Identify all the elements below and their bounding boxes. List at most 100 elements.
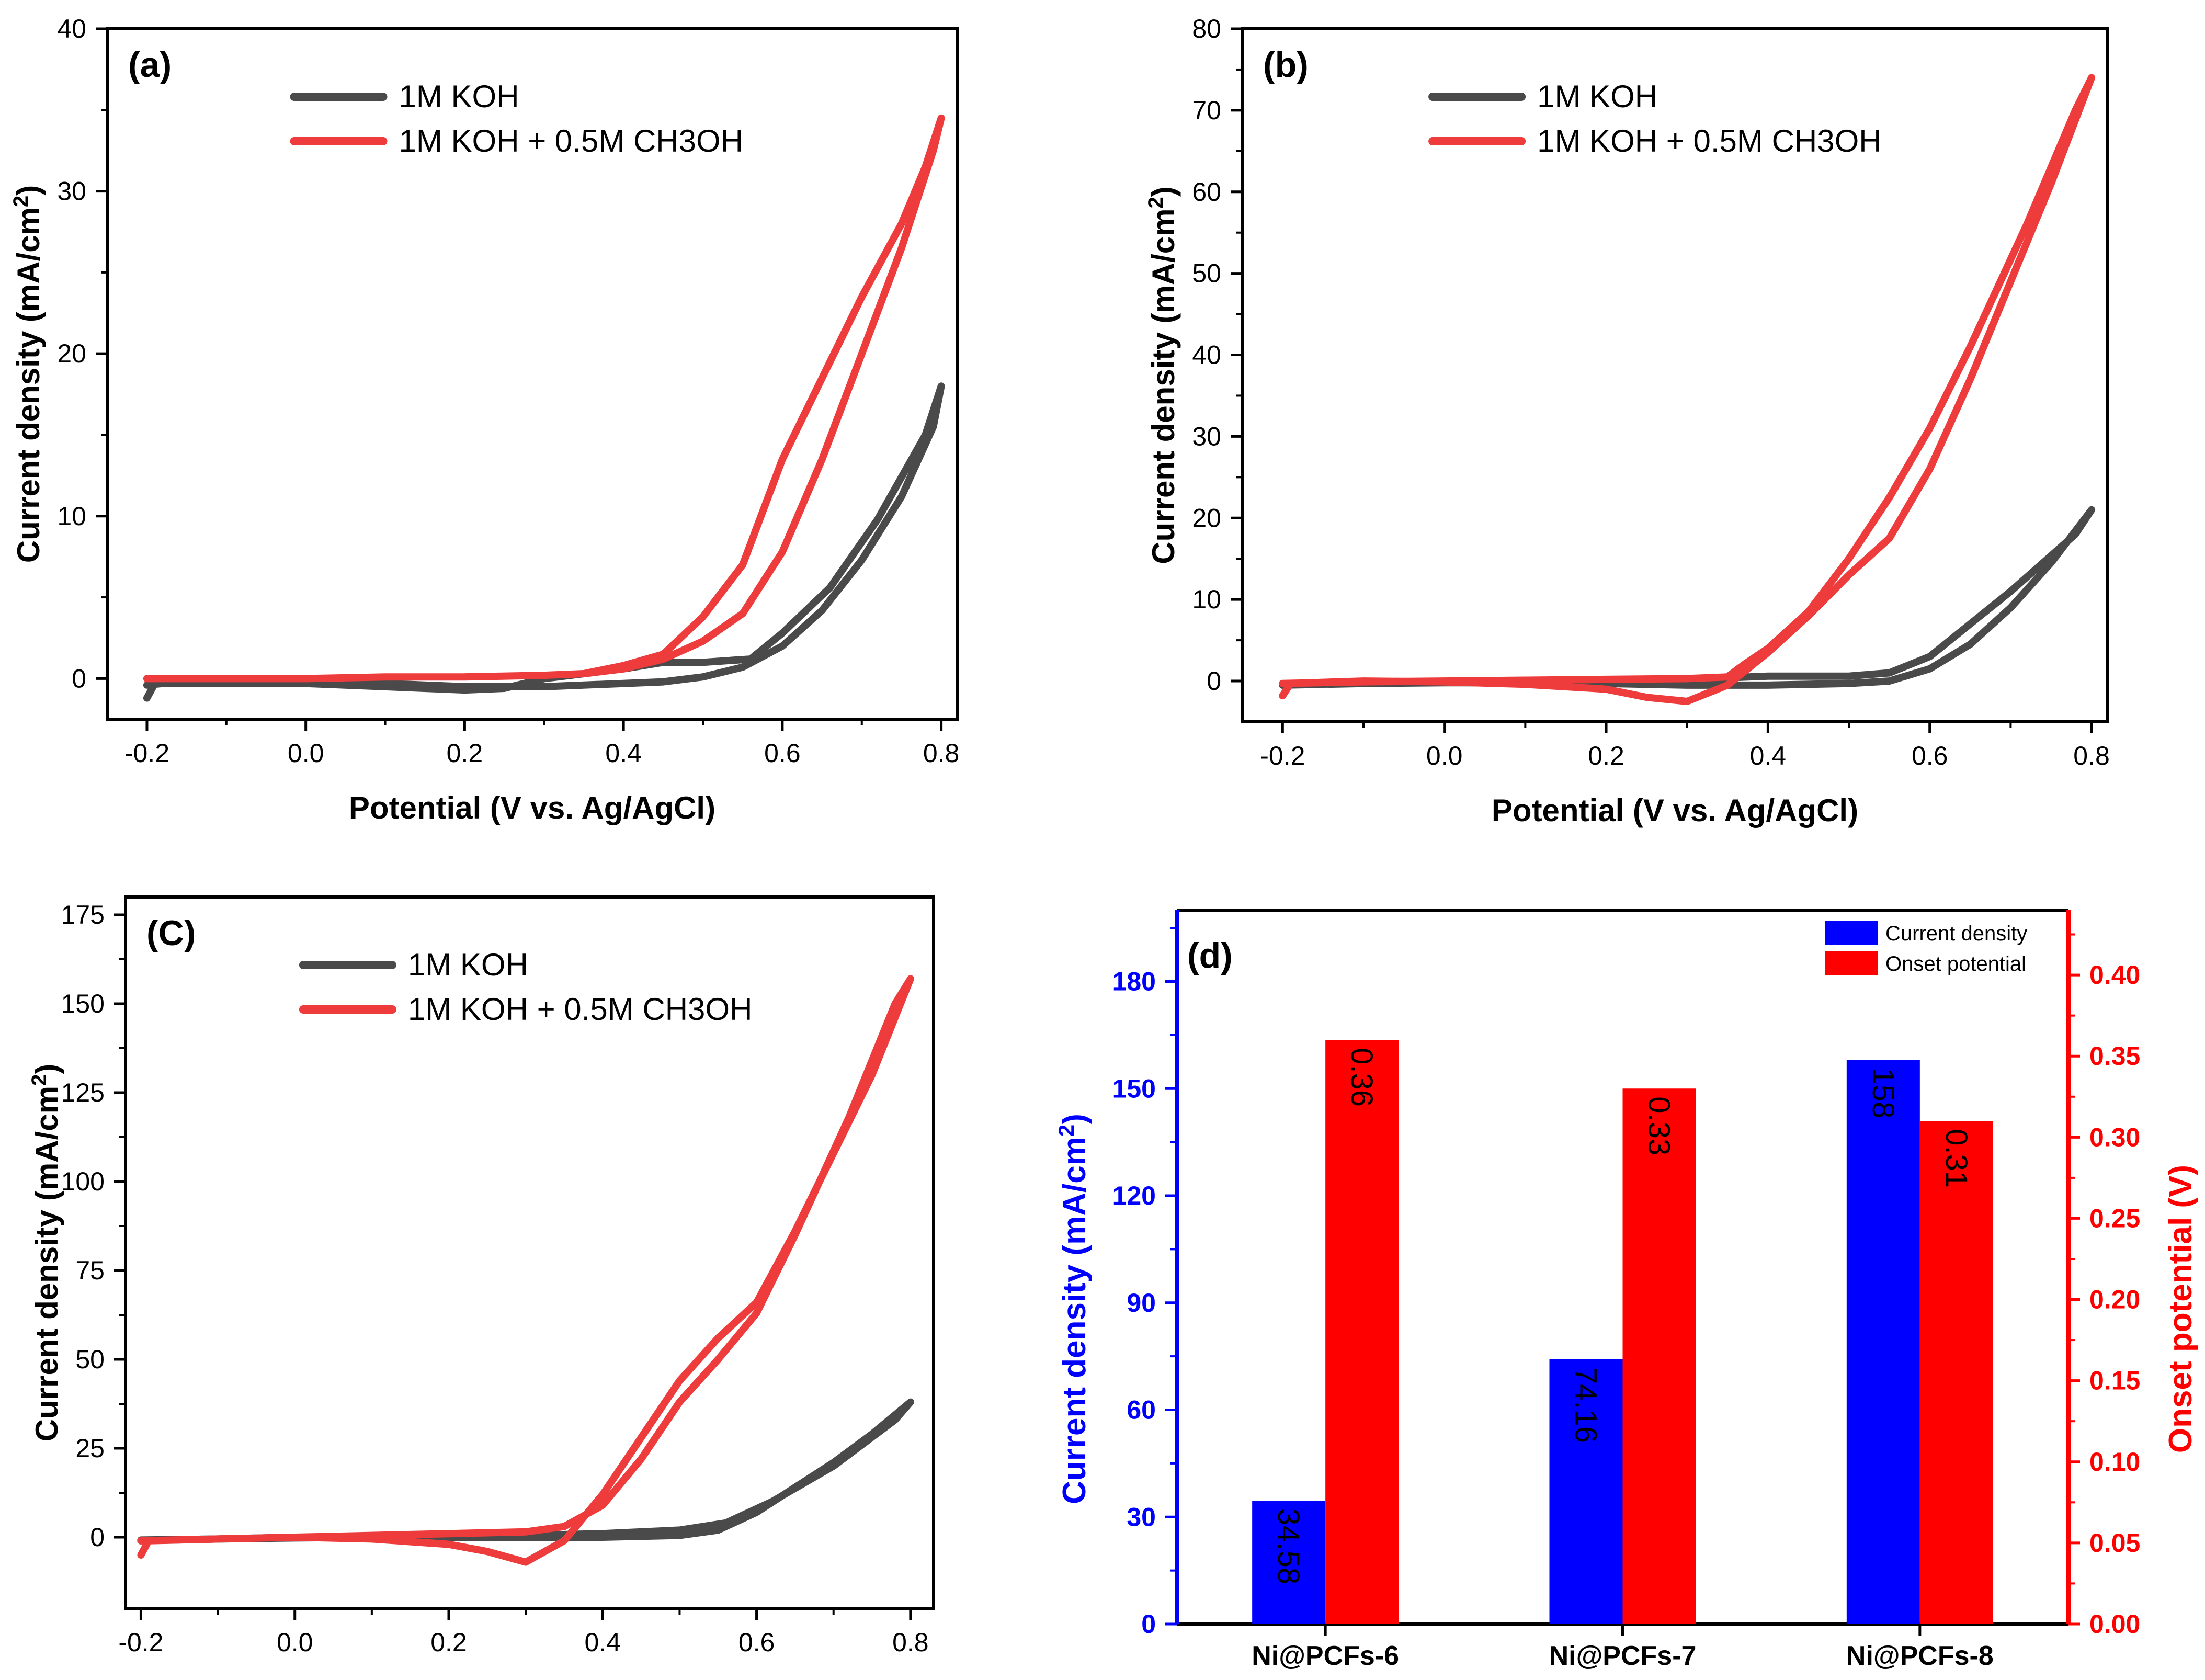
- y-left-axis-label-close: ): [1056, 1114, 1093, 1125]
- legend-label: Current density: [1885, 922, 2027, 945]
- bar-value-label: 0.33: [1642, 1096, 1676, 1155]
- legend-label: 1M KOH + 0.5M CH3OH: [1537, 123, 1882, 158]
- panel-a: -0.2 0.0 0.2 0.4 0.6 0.8 0 10 20 30 40 Potential (V…: [9, 14, 959, 825]
- bar-current-density: [1549, 1359, 1623, 1624]
- panel-label: (a): [128, 45, 172, 85]
- y-tick-label: 50: [1192, 259, 1221, 288]
- panel-label: (C): [146, 913, 196, 953]
- y-axis-label: Current density (mA/cm2): [28, 1064, 64, 1441]
- y-axis-label-close: ): [1146, 186, 1181, 197]
- x-tick-label: 0.0: [277, 1628, 313, 1657]
- y-axis-label: Current density (mA/cm2): [9, 185, 46, 563]
- y-axis-label-sup: 2: [9, 196, 32, 207]
- x-tick-label: 0.8: [923, 739, 960, 768]
- bar-onset-potential: [1622, 1088, 1696, 1624]
- legend-swatch: [1825, 951, 1878, 975]
- y-right-tick-label: 0.15: [2089, 1366, 2140, 1395]
- y-axis-label-main: Current density (mA/cm: [1146, 209, 1181, 564]
- y-left-tick-label: 90: [1127, 1288, 1156, 1318]
- y-tick-label: 75: [75, 1256, 105, 1285]
- x-tick-label: Ni@PCFs-8: [1846, 1641, 1994, 1671]
- bar-onset-potential: [1325, 1040, 1399, 1624]
- y-axis-label-sup: 2: [28, 1074, 51, 1086]
- plot-frame: [124, 895, 935, 1610]
- y-right-tick-label: 0.00: [2089, 1609, 2140, 1639]
- y-left-tick-label: 180: [1112, 967, 1156, 996]
- series-line: [143, 382, 945, 702]
- x-tick-label: 0.2: [430, 1628, 467, 1657]
- y-axis-label-close: ): [11, 185, 46, 196]
- x-tick-label: 0.6: [738, 1628, 775, 1657]
- y-left-axis-label-sup: 2: [1054, 1125, 1078, 1137]
- x-tick-label: -0.2: [124, 739, 169, 768]
- series-line: [143, 114, 945, 683]
- legend-label: 1M KOH: [1537, 79, 1657, 114]
- y-right-tick-label: 0.20: [2089, 1285, 2140, 1314]
- y-tick-label: 20: [1192, 503, 1221, 532]
- y-left-axis-label-main: Current density (mA/cm: [1056, 1137, 1093, 1504]
- y-tick-label: 0: [1207, 666, 1221, 696]
- y-right-tick-label: 0.40: [2089, 960, 2140, 990]
- y-tick-label: 30: [57, 177, 86, 206]
- series-line: [1279, 506, 2096, 689]
- y-left-axis-label: Current density (mA/cm2): [1054, 1114, 1093, 1504]
- y-tick-label: 25: [75, 1434, 105, 1463]
- x-axis-label: Potential (V vs. Ag/AgCl): [1492, 793, 1858, 828]
- y-axis-label-main: Current density (mA/cm: [11, 207, 46, 563]
- x-tick-label: 0.4: [585, 1628, 621, 1657]
- y-tick-label: 40: [57, 14, 86, 43]
- bar-value-label: 74.16: [1569, 1367, 1603, 1443]
- y-tick-label: 80: [1192, 14, 1221, 43]
- y-tick-label: 20: [57, 339, 86, 368]
- bar-value-label: 0.36: [1345, 1048, 1379, 1107]
- y-tick-label: 70: [1192, 96, 1221, 125]
- y-left-tick-label: 120: [1112, 1181, 1156, 1210]
- panel-b: -0.2 0.0 0.2 0.4 0.6 0.8 0 10 20 30 40 50 60 70 80 Pote…: [1144, 14, 2110, 828]
- y-tick-label: 0: [72, 664, 86, 693]
- bar-value-label: 34.58: [1271, 1508, 1305, 1584]
- plot-frame: [106, 27, 959, 721]
- y-tick-label: 10: [57, 502, 86, 531]
- series-line: [137, 1398, 914, 1545]
- bar-value-label: 0.31: [1939, 1129, 1973, 1188]
- y-tick-label: 150: [61, 989, 105, 1018]
- plot-frame: [1241, 27, 2109, 723]
- y-left-tick-label: 30: [1127, 1502, 1156, 1531]
- bar-current-density: [1252, 1500, 1326, 1624]
- legend-label: 1M KOH: [408, 947, 528, 982]
- x-tick-label: 0.8: [892, 1628, 929, 1657]
- x-tick-label: 0.6: [1912, 741, 1948, 770]
- y-axis-label-main: Current density (mA/cm: [29, 1086, 64, 1441]
- bar-current-density: [1846, 1060, 1920, 1624]
- x-tick-label: 0.4: [1750, 741, 1787, 770]
- x-tick-label: 0.4: [605, 739, 642, 768]
- legend-label: 1M KOH + 0.5M CH3OH: [408, 992, 753, 1027]
- y-right-axis-label: Onset potential (V): [2163, 1165, 2199, 1453]
- x-tick-label: 0.2: [1588, 741, 1624, 770]
- x-tick-label: 0.0: [288, 739, 324, 768]
- series-line: [1279, 74, 2096, 705]
- y-right-tick-label: 0.25: [2089, 1204, 2140, 1233]
- y-tick-label: 0: [90, 1523, 105, 1552]
- y-tick-label: 60: [1192, 177, 1221, 207]
- series-line: [137, 975, 914, 1566]
- x-tick-label: 0.6: [764, 739, 801, 768]
- bar-value-label: 158: [1866, 1068, 1900, 1119]
- legend-swatch: [1825, 921, 1878, 945]
- y-axis-label-sup: 2: [1144, 197, 1167, 208]
- y-right-tick-label: 0.05: [2089, 1528, 2140, 1558]
- panel-d: 0 30 60 90 120 150 180 0.00 0.05 0.10 0.15 0.20 0.25…: [1054, 909, 2199, 1671]
- y-tick-label: 10: [1192, 585, 1221, 614]
- y-axis-label-close: ): [29, 1064, 64, 1074]
- y-right-tick-label: 0.10: [2089, 1447, 2140, 1477]
- y-tick-label: 40: [1192, 340, 1221, 370]
- x-tick-label: Ni@PCFs-6: [1252, 1641, 1399, 1671]
- bar-onset-potential: [1919, 1121, 1993, 1624]
- x-tick-label: -0.2: [1260, 741, 1305, 770]
- panel-label: (b): [1263, 45, 1309, 85]
- y-left-tick-label: 60: [1127, 1395, 1156, 1425]
- y-left-tick-label: 150: [1112, 1074, 1156, 1103]
- y-right-tick-label: 0.35: [2089, 1041, 2140, 1071]
- y-tick-label: 30: [1192, 422, 1221, 451]
